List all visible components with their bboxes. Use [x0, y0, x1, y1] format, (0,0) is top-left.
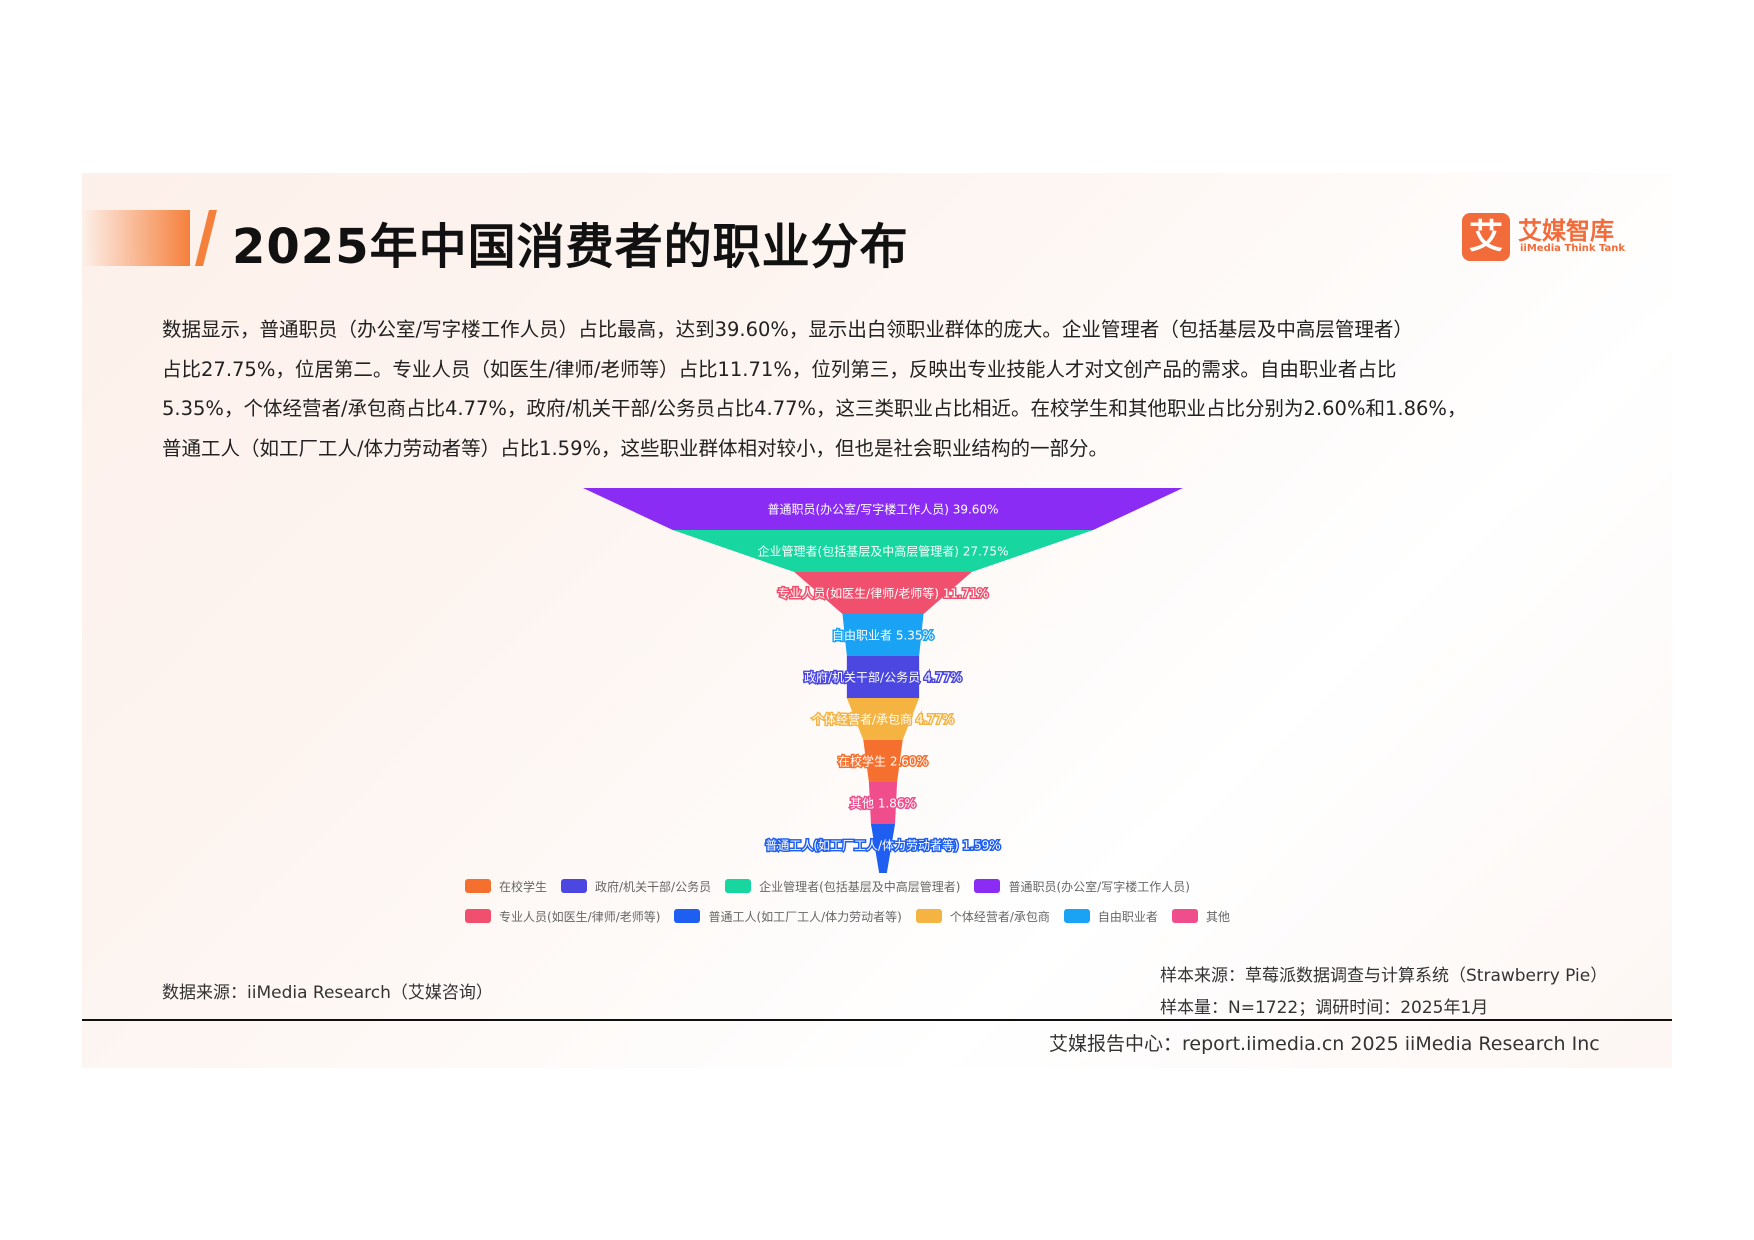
- legend-label: 普通工人(如工厂工人/体力劳动者等): [708, 909, 902, 924]
- funnel-label: 专业人员(如医生/律师/老师等) 11.71%: [777, 586, 988, 601]
- legend-item[interactable]: 企业管理者(包括基层及中高层管理者): [725, 878, 960, 895]
- legend-label: 自由职业者: [1097, 909, 1158, 924]
- legend-swatch: [974, 879, 1001, 893]
- legend-item[interactable]: 普通工人(如工厂工人/体力劳动者等): [674, 908, 902, 925]
- legend-row: 在校学生 政府/机关干部/公务员 企业管理者(包括基层及中高层管理者) 普通职员(办公…: [465, 873, 1345, 899]
- funnel-label: 个体经营者/承包商 4.77%: [812, 712, 954, 727]
- funnel-chart: 普通职员(办公室/写字楼工作人员) 39.60% 企业管理者(包括基层及中高层管理…: [583, 488, 1183, 873]
- data-source: 数据来源：iiMedia Research（艾媒咨询）: [162, 983, 493, 1003]
- legend-item[interactable]: 在校学生: [465, 878, 547, 895]
- funnel-segment: [672, 530, 1094, 572]
- legend-label: 普通职员(办公室/写字楼工作人员): [1008, 879, 1190, 894]
- funnel-segment: [846, 698, 920, 740]
- title-accent-bar: [82, 210, 190, 266]
- funnel-label: 政府/机关干部/公务员 4.77%: [804, 670, 962, 685]
- funnel-segment: [870, 824, 896, 873]
- description-line: 5.35%，个体经营者/承包商占比4.77%，政府/机关干部/公务员占比4.77…: [162, 397, 1467, 420]
- legend-item[interactable]: 自由职业者: [1063, 908, 1158, 925]
- legend-label: 个体经营者/承包商: [949, 909, 1050, 924]
- sample-size: 样本量：N=1722；调研时间：2025年1月: [1160, 998, 1489, 1018]
- description-line: 数据显示，普通职员（办公室/写字楼工作人员）占比最高，达到39.60%，显示出白…: [162, 318, 1413, 341]
- description-line: 普通工人（如工厂工人/体力劳动者等）占比1.59%，这些职业群体相对较小，但也是…: [162, 436, 1109, 460]
- legend-label: 在校学生: [499, 879, 548, 894]
- sample-source: 样本来源：草莓派数据调查与计算系统（Strawberry Pie）: [1160, 966, 1608, 986]
- logo-subtitle: iiMedia Think Tank: [1520, 243, 1626, 254]
- funnel-segment: [842, 614, 924, 656]
- divider: [82, 1019, 1672, 1021]
- legend-item[interactable]: 专业人员(如医生/律师/老师等): [465, 908, 660, 925]
- funnel-label: 普通工人(如工厂工人/体力劳动者等) 1.59%: [765, 838, 1000, 853]
- logo-name: 艾媒智库: [1518, 217, 1614, 245]
- legend-label: 专业人员(如医生/律师/老师等): [499, 909, 661, 924]
- funnel-segment: [583, 488, 1183, 530]
- funnel-label: 自由职业者 5.35%: [832, 629, 934, 643]
- legend-label: 其他: [1205, 909, 1230, 924]
- description-line: 占比27.75%，位居第二。专业人员（如医生/律师/老师等）占比11.71%，位…: [162, 357, 1397, 381]
- funnel-segment: [846, 656, 920, 698]
- legend-swatch: [465, 879, 491, 893]
- legend-row: 专业人员(如医生/律师/老师等) 普通工人(如工厂工人/体力劳动者等) 个体经营者/…: [465, 903, 1345, 929]
- page-title: 2025年中国消费者的职业分布: [232, 219, 909, 275]
- logo: 艾 艾媒智库 iiMedia Think Tank: [1462, 211, 1632, 263]
- funnel-label: 在校学生 2.60%: [838, 754, 928, 769]
- legend-swatch: [674, 909, 701, 923]
- report-slide: 2025年中国消费者的职业分布 艾 艾媒智库 iiMedia Think Tan…: [82, 173, 1672, 1068]
- legend-item[interactable]: 个体经营者/承包商: [915, 908, 1050, 925]
- legend-label: 企业管理者(包括基层及中高层管理者): [759, 879, 961, 894]
- legend-swatch: [1063, 909, 1090, 923]
- legend-swatch: [915, 909, 942, 923]
- legend-swatch: [465, 909, 491, 923]
- funnel-segment: [863, 740, 903, 782]
- description: 数据显示，普通职员（办公室/写字楼工作人员）占比最高，达到39.60%，显示出白…: [162, 310, 1612, 468]
- logo-icon: 艾: [1462, 213, 1510, 261]
- legend-swatch: [561, 879, 588, 893]
- funnel-label: 企业管理者(包括基层及中高层管理者) 27.75%: [758, 544, 1009, 559]
- legend-swatch: [1171, 909, 1198, 923]
- legend-item[interactable]: 其他: [1171, 908, 1230, 925]
- funnel-segment: [794, 572, 972, 614]
- funnel-segment: [868, 782, 898, 824]
- footer: 艾媒报告中心：report.iimedia.cn 2025 iiMedia Re…: [1049, 1033, 1600, 1055]
- funnel-label: 普通职员(办公室/写字楼工作人员) 39.60%: [768, 502, 999, 517]
- funnel-label: 其他 1.86%: [850, 797, 916, 811]
- chart-legend: 在校学生 政府/机关干部/公务员 企业管理者(包括基层及中高层管理者) 普通职员(办公…: [465, 873, 1345, 933]
- legend-label: 政府/机关干部/公务员: [595, 879, 712, 894]
- legend-item[interactable]: 政府/机关干部/公务员: [561, 878, 711, 895]
- legend-swatch: [725, 879, 752, 893]
- legend-item[interactable]: 普通职员(办公室/写字楼工作人员): [974, 878, 1190, 895]
